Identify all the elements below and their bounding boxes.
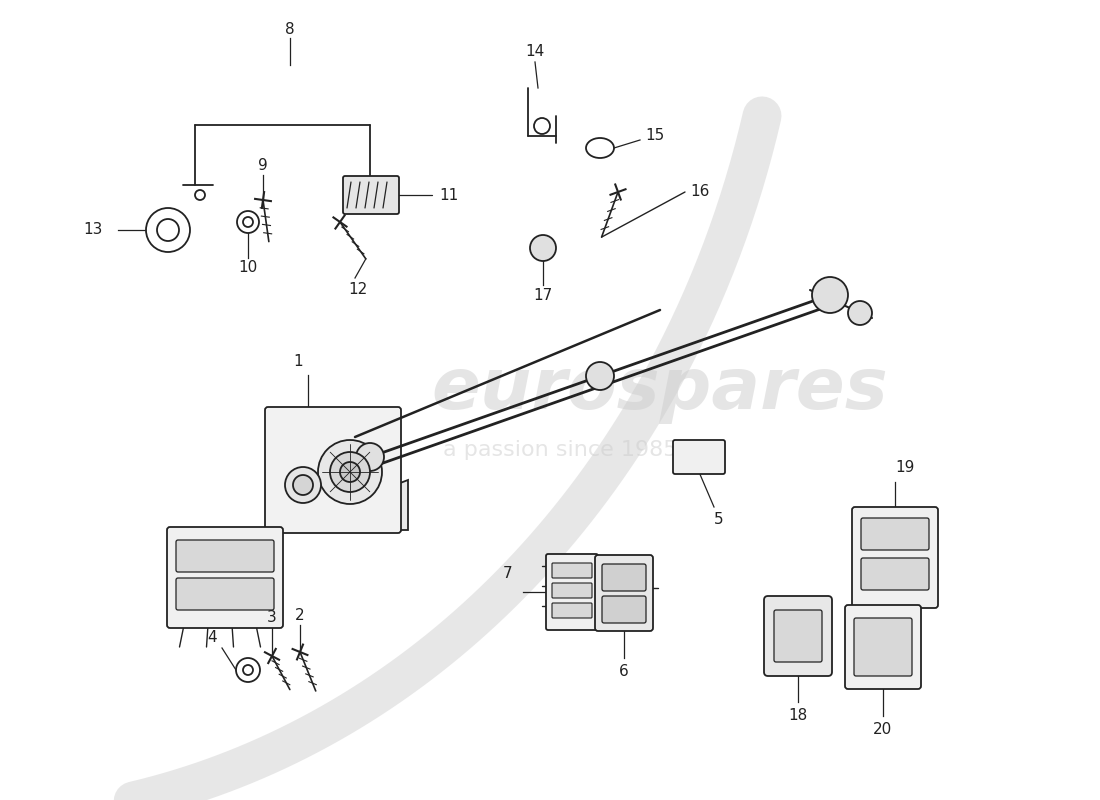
FancyBboxPatch shape xyxy=(265,407,402,533)
Text: 13: 13 xyxy=(84,222,103,238)
Text: 3: 3 xyxy=(267,610,277,626)
Circle shape xyxy=(356,443,384,471)
FancyBboxPatch shape xyxy=(854,618,912,676)
Text: 20: 20 xyxy=(873,722,892,738)
Circle shape xyxy=(586,362,614,390)
Polygon shape xyxy=(278,480,408,530)
Circle shape xyxy=(340,462,360,482)
Text: 4: 4 xyxy=(207,630,217,646)
Circle shape xyxy=(285,467,321,503)
Circle shape xyxy=(330,452,370,492)
Circle shape xyxy=(318,440,382,504)
FancyBboxPatch shape xyxy=(602,564,646,591)
FancyBboxPatch shape xyxy=(343,176,399,214)
Text: 17: 17 xyxy=(534,289,552,303)
FancyBboxPatch shape xyxy=(602,596,646,623)
Text: 7: 7 xyxy=(503,566,513,582)
Circle shape xyxy=(293,475,314,495)
FancyBboxPatch shape xyxy=(167,527,283,628)
FancyBboxPatch shape xyxy=(861,558,930,590)
Text: 6: 6 xyxy=(619,663,629,678)
Text: a passion since 1985: a passion since 1985 xyxy=(442,440,678,460)
Text: 18: 18 xyxy=(789,709,807,723)
Text: 8: 8 xyxy=(285,22,295,38)
FancyBboxPatch shape xyxy=(552,603,592,618)
FancyBboxPatch shape xyxy=(546,554,598,630)
FancyBboxPatch shape xyxy=(552,583,592,598)
Text: 15: 15 xyxy=(646,127,664,142)
FancyBboxPatch shape xyxy=(176,578,274,610)
FancyBboxPatch shape xyxy=(861,518,930,550)
FancyBboxPatch shape xyxy=(764,596,832,676)
Text: 9: 9 xyxy=(258,158,268,173)
FancyBboxPatch shape xyxy=(845,605,921,689)
Circle shape xyxy=(812,277,848,313)
Text: 11: 11 xyxy=(439,187,459,202)
Text: 5: 5 xyxy=(714,513,724,527)
Text: 16: 16 xyxy=(691,185,710,199)
Text: 14: 14 xyxy=(526,45,544,59)
FancyBboxPatch shape xyxy=(595,555,653,631)
Text: 10: 10 xyxy=(239,261,257,275)
Text: 19: 19 xyxy=(895,461,915,475)
Text: 12: 12 xyxy=(349,282,367,298)
FancyBboxPatch shape xyxy=(673,440,725,474)
Text: 1: 1 xyxy=(294,354,302,370)
FancyBboxPatch shape xyxy=(176,540,274,572)
Text: eurospares: eurospares xyxy=(431,355,889,425)
Circle shape xyxy=(530,235,556,261)
FancyBboxPatch shape xyxy=(552,563,592,578)
Circle shape xyxy=(848,301,872,325)
FancyBboxPatch shape xyxy=(852,507,938,608)
Text: 2: 2 xyxy=(295,607,305,622)
FancyBboxPatch shape xyxy=(774,610,822,662)
